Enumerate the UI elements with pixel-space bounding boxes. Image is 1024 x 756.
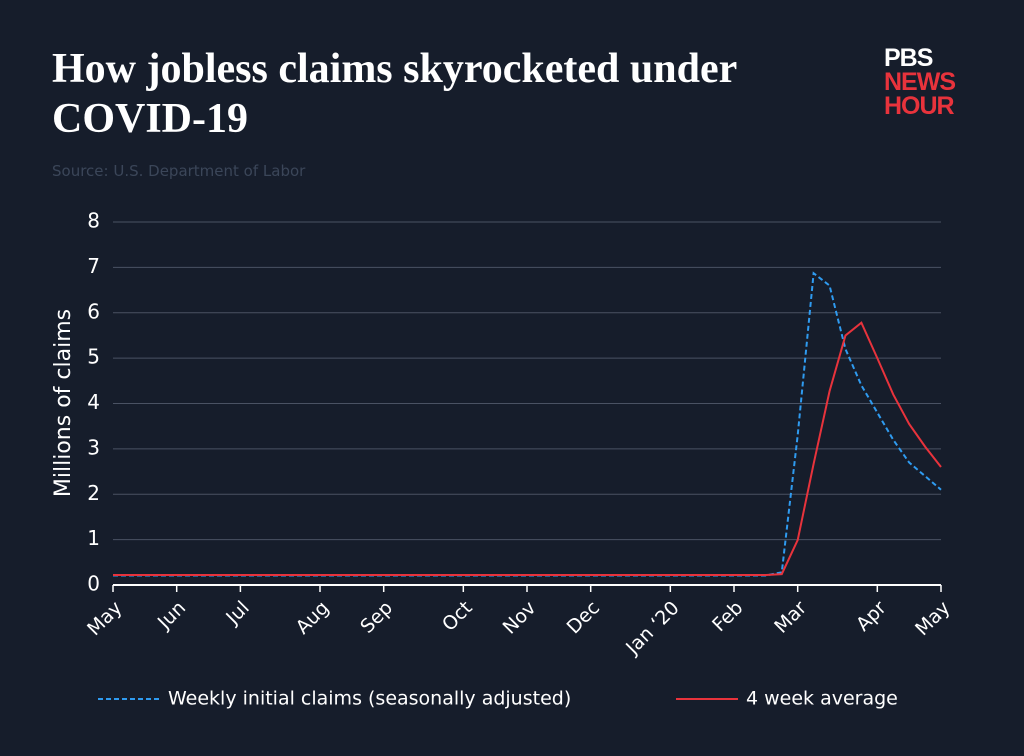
x-tick-label: Feb — [708, 597, 747, 636]
x-tick-label: Dec — [563, 597, 605, 639]
y-tick-label: 8 — [87, 209, 100, 233]
series-line — [113, 271, 942, 577]
y-tick-label: 3 — [87, 435, 100, 459]
x-tick-label: Jan ‘20 — [621, 597, 684, 660]
x-tick-label: Apr — [852, 597, 891, 636]
y-tick-label: 6 — [87, 299, 100, 323]
logo: PBS NEWS HOUR — [884, 44, 956, 120]
chart-subtitle: Source: U.S. Department of Labor — [52, 162, 306, 180]
x-tick-label: May — [911, 597, 954, 640]
x-tick-label: Jun — [153, 597, 190, 634]
logo-text: NEWS — [884, 68, 956, 96]
y-tick-label: 1 — [87, 526, 100, 550]
x-tick-label: Nov — [499, 597, 541, 639]
logo-text: PBS — [884, 44, 933, 72]
y-axis-label: Millions of claims — [51, 309, 76, 497]
logo-text: HOUR — [884, 92, 955, 120]
y-tick-label: 7 — [87, 254, 100, 278]
x-tick-label: Mar — [770, 597, 811, 638]
y-tick-label: 5 — [87, 345, 100, 369]
legend-label: Weekly initial claims (seasonally adjust… — [168, 688, 571, 710]
x-tick-label: Oct — [438, 597, 477, 636]
chart-title: How jobless claims skyrocketed under COV… — [52, 46, 737, 142]
x-tick-label: May — [83, 597, 126, 640]
x-tick-label: Aug — [292, 597, 334, 639]
y-tick-label: 4 — [87, 390, 100, 414]
y-tick-label: 0 — [87, 572, 100, 596]
x-tick-label: Jul — [221, 597, 253, 629]
legend-label: 4 week average — [746, 688, 898, 710]
x-tick-label: Sep — [356, 597, 397, 638]
series-line — [113, 321, 942, 577]
y-tick-label: 2 — [87, 481, 100, 505]
